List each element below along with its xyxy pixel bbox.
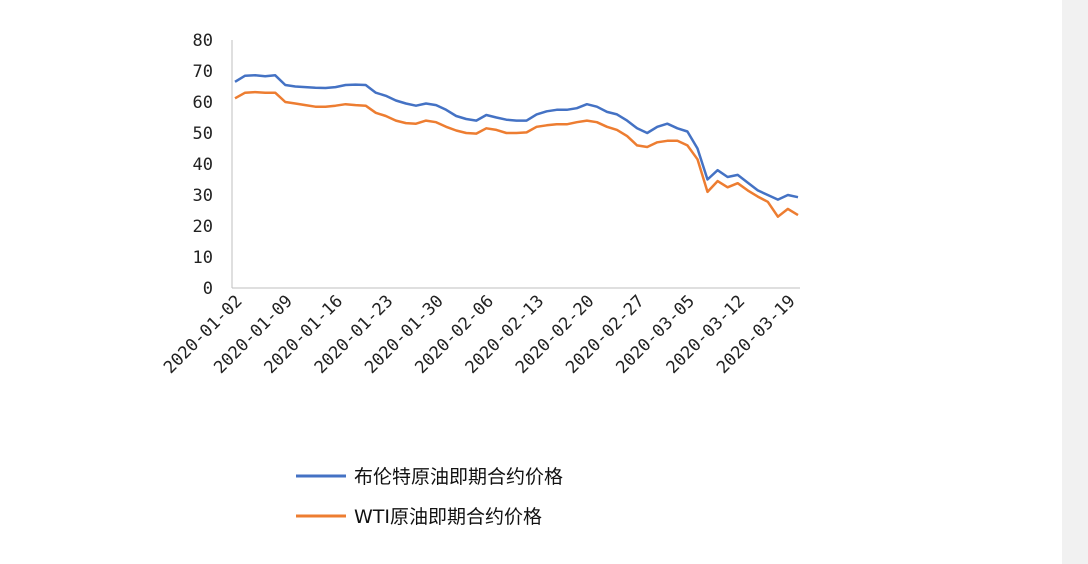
y-tick-label: 10 [193, 248, 213, 268]
series-line-brent [234, 74, 799, 201]
y-tick-label: 40 [193, 155, 213, 175]
right-background-band [1062, 0, 1088, 564]
series-lines [234, 74, 799, 218]
legend-label-wti: WTI原油即期合约价格 [354, 506, 542, 528]
y-tick-labels: 0 10 20 30 40 50 60 70 80 [193, 31, 213, 299]
legend-entry-brent[interactable]: 布伦特原油即期合约价格 [296, 466, 563, 488]
plot-area: 0 10 20 30 40 50 60 70 80 2020-01-022020-01-0920… [160, 31, 800, 378]
series-line-wti [234, 90, 799, 218]
legend-entry-wti[interactable]: WTI原油即期合约价格 [296, 506, 542, 528]
legend: 布伦特原油即期合约价格 WTI原油即期合约价格 [296, 466, 563, 528]
y-tick-label: 50 [193, 124, 213, 144]
y-tick-label: 70 [193, 62, 213, 82]
y-tick-label: 0 [203, 279, 213, 299]
y-tick-label: 20 [193, 217, 213, 237]
y-tick-label: 80 [193, 31, 213, 51]
x-tick-labels: 2020-01-022020-01-092020-01-162020-01-23… [160, 291, 799, 378]
legend-label-brent: 布伦特原油即期合约价格 [354, 466, 563, 488]
y-tick-label: 60 [193, 93, 213, 113]
y-tick-label: 30 [193, 186, 213, 206]
